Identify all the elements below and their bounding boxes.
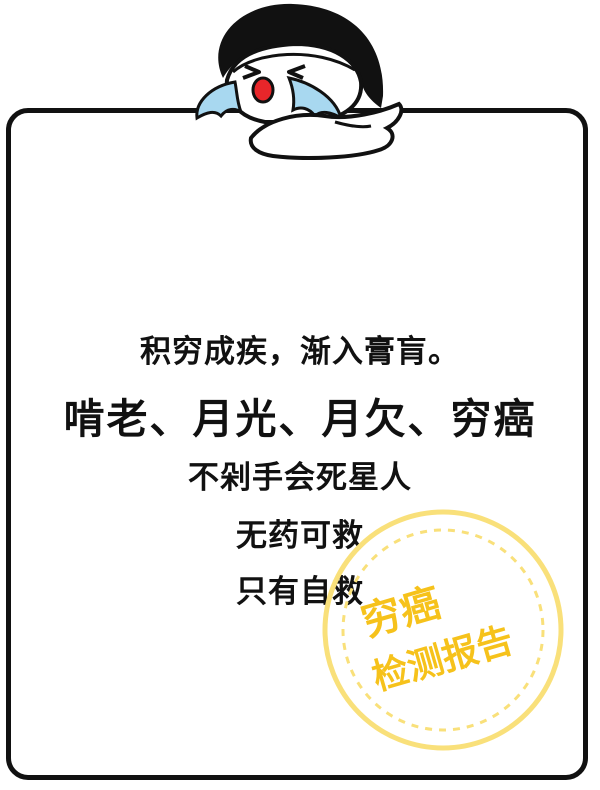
stamp-circle-icon (322, 509, 564, 751)
headline-line-5: 只有自救 (236, 574, 364, 610)
crying-girl-icon (195, 3, 404, 160)
poster-card (6, 108, 588, 780)
headline-line-4: 无药可救 (236, 518, 364, 554)
headline-line-3: 不剁手会死星人 (188, 460, 412, 496)
headline-line-1: 积穷成疾，渐入膏肓。 (140, 334, 460, 370)
headline-line-2: 啃老、月光、月欠、穷癌 (63, 395, 537, 443)
